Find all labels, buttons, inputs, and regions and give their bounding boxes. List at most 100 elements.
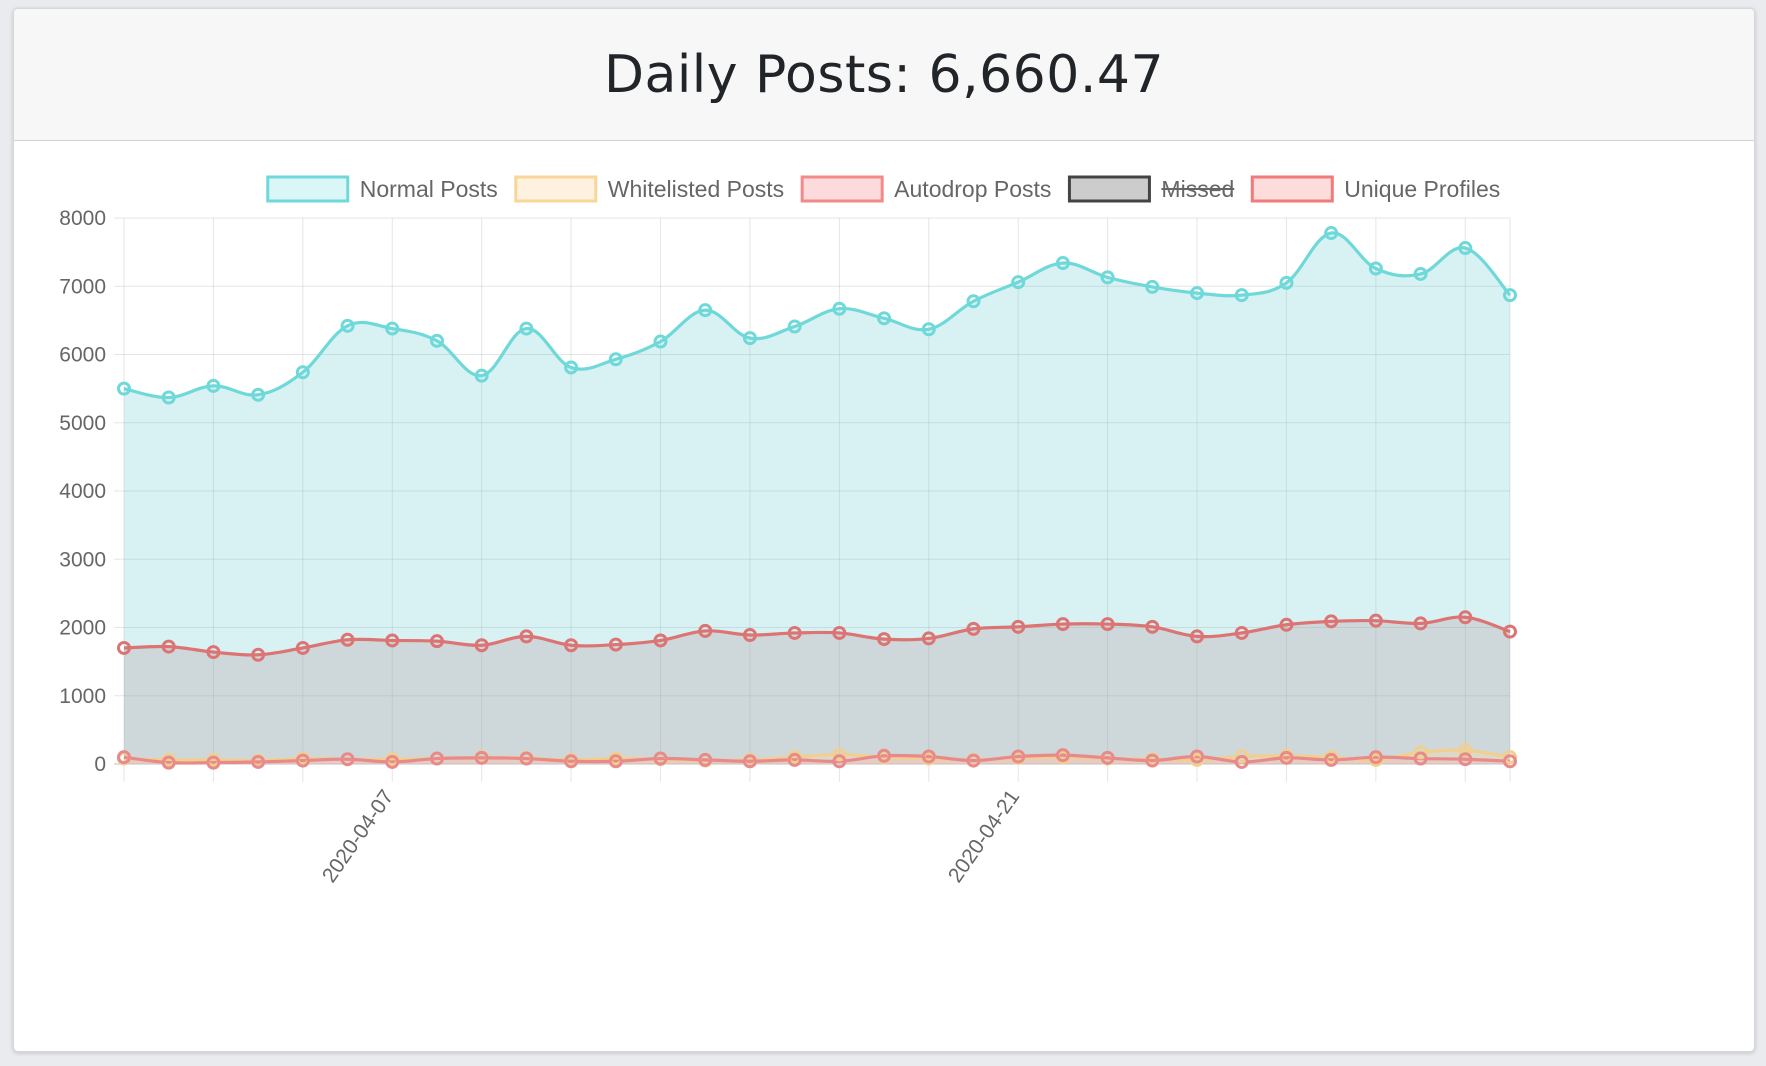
normal-posts-point[interactable] — [1011, 275, 1026, 290]
unique-profiles-point[interactable] — [564, 638, 579, 653]
normal-posts-point[interactable] — [1234, 288, 1249, 303]
autodrop-posts-point[interactable] — [340, 752, 355, 767]
unique-profiles-point[interactable] — [921, 631, 936, 646]
normal-posts-point[interactable] — [921, 322, 936, 337]
normal-posts-point[interactable] — [653, 334, 668, 349]
autodrop-posts-point[interactable] — [1279, 750, 1294, 765]
whitelisted-posts-point[interactable] — [1413, 745, 1428, 760]
normal-posts-point[interactable] — [1279, 275, 1294, 290]
unique-profiles-point[interactable] — [519, 629, 534, 644]
unique-profiles-point[interactable] — [1055, 617, 1070, 632]
unique-profiles-point[interactable] — [832, 625, 847, 640]
unique-profiles-point[interactable] — [340, 632, 355, 647]
normal-posts-point[interactable] — [117, 381, 131, 396]
unique-profiles-point[interactable] — [1413, 616, 1428, 631]
legend-swatch[interactable] — [266, 175, 350, 203]
normal-posts-point[interactable] — [161, 390, 176, 405]
whitelisted-posts-point[interactable] — [1458, 743, 1473, 758]
autodrop-posts-point[interactable] — [1145, 753, 1160, 768]
unique-profiles-point[interactable] — [1234, 625, 1249, 640]
unique-profiles-point[interactable] — [877, 632, 892, 647]
autodrop-posts-point[interactable] — [608, 754, 623, 769]
whitelisted-posts-point[interactable] — [832, 747, 847, 762]
normal-posts-point[interactable] — [1145, 279, 1160, 294]
normal-posts-point[interactable] — [564, 360, 579, 375]
normal-posts-point[interactable] — [385, 321, 400, 336]
legend-item-normal-posts[interactable]: Normal Posts — [266, 175, 498, 203]
normal-posts-point[interactable] — [206, 378, 221, 393]
autodrop-posts-point[interactable] — [1324, 752, 1339, 767]
autodrop-posts-point[interactable] — [1413, 751, 1428, 766]
chart-legend[interactable]: Normal Posts Whitelisted Posts Autodrop Po… — [266, 175, 1501, 203]
normal-posts-point[interactable] — [1324, 226, 1339, 241]
unique-profiles-point[interactable] — [251, 647, 266, 662]
autodrop-posts-point[interactable] — [698, 752, 713, 767]
normal-posts-point[interactable] — [519, 321, 534, 336]
unique-profiles-point[interactable] — [429, 634, 444, 649]
autodrop-posts-point[interactable] — [519, 751, 534, 766]
normal-posts-point[interactable] — [832, 301, 847, 316]
normal-posts-point[interactable] — [1413, 266, 1428, 281]
autodrop-posts-point[interactable] — [474, 750, 489, 765]
autodrop-posts-point[interactable] — [1503, 754, 1517, 769]
unique-profiles-point[interactable] — [206, 645, 221, 660]
unique-profiles-point[interactable] — [966, 621, 981, 636]
normal-posts-point[interactable] — [1503, 288, 1517, 303]
unique-profiles-point[interactable] — [698, 623, 713, 638]
unique-profiles-point[interactable] — [1011, 619, 1026, 634]
autodrop-posts-point[interactable] — [653, 751, 668, 766]
autodrop-posts-point[interactable] — [921, 749, 936, 764]
normal-posts-point[interactable] — [966, 294, 981, 309]
autodrop-posts-point[interactable] — [117, 750, 131, 765]
autodrop-posts-point[interactable] — [1234, 754, 1249, 769]
legend-swatch[interactable] — [1250, 175, 1334, 203]
normal-posts-point[interactable] — [1055, 256, 1070, 271]
whitelisted-posts-point[interactable] — [1234, 749, 1249, 764]
normal-posts-point[interactable] — [1368, 261, 1383, 276]
unique-profiles-point[interactable] — [161, 639, 176, 654]
normal-posts-point[interactable] — [1100, 270, 1115, 285]
autodrop-posts-point[interactable] — [877, 748, 892, 763]
normal-posts-point[interactable] — [698, 303, 713, 318]
normal-posts-point[interactable] — [340, 318, 355, 333]
unique-profiles-point[interactable] — [1145, 619, 1160, 634]
autodrop-posts-point[interactable] — [295, 753, 310, 768]
legend-item-unique-profiles[interactable]: Unique Profiles — [1250, 175, 1500, 203]
autodrop-posts-point[interactable] — [1100, 750, 1115, 765]
normal-posts-point[interactable] — [474, 368, 489, 383]
unique-profiles-point[interactable] — [1368, 613, 1383, 628]
unique-profiles-point[interactable] — [787, 625, 802, 640]
legend-item-whitelisted-posts[interactable]: Whitelisted Posts — [514, 175, 784, 203]
autodrop-posts-point[interactable] — [429, 751, 444, 766]
normal-posts-point[interactable] — [742, 331, 757, 346]
autodrop-posts-point[interactable] — [385, 754, 400, 769]
autodrop-posts-point[interactable] — [832, 754, 847, 769]
legend-item-missed[interactable]: Missed — [1067, 175, 1234, 203]
unique-profiles-point[interactable] — [117, 640, 131, 655]
unique-profiles-point[interactable] — [653, 633, 668, 648]
autodrop-posts-point[interactable] — [1368, 750, 1383, 765]
legend-label[interactable]: Autodrop Posts — [894, 176, 1051, 202]
unique-profiles-point[interactable] — [1190, 629, 1205, 644]
legend-label[interactable]: Whitelisted Posts — [608, 176, 784, 202]
legend-swatch[interactable] — [514, 175, 598, 203]
unique-profiles-point[interactable] — [1458, 610, 1473, 625]
autodrop-posts-point[interactable] — [966, 753, 981, 768]
unique-profiles-point[interactable] — [385, 633, 400, 648]
autodrop-posts-point[interactable] — [1055, 748, 1070, 763]
unique-profiles-point[interactable] — [608, 637, 623, 652]
legend-item-autodrop-posts[interactable]: Autodrop Posts — [800, 175, 1051, 203]
legend-label[interactable]: Normal Posts — [360, 176, 498, 202]
unique-profiles-point[interactable] — [1324, 614, 1339, 629]
unique-profiles-point[interactable] — [1100, 617, 1115, 632]
autodrop-posts-point[interactable] — [1458, 752, 1473, 767]
legend-label[interactable]: Unique Profiles — [1344, 176, 1500, 202]
autodrop-posts-point[interactable] — [1190, 749, 1205, 764]
normal-posts-point[interactable] — [877, 311, 892, 326]
normal-posts-point[interactable] — [608, 352, 623, 367]
autodrop-posts-point[interactable] — [564, 754, 579, 769]
unique-profiles-point[interactable] — [742, 628, 757, 643]
normal-posts-point[interactable] — [1458, 241, 1473, 256]
autodrop-posts-point[interactable] — [206, 755, 221, 770]
unique-profiles-point[interactable] — [1503, 624, 1517, 639]
